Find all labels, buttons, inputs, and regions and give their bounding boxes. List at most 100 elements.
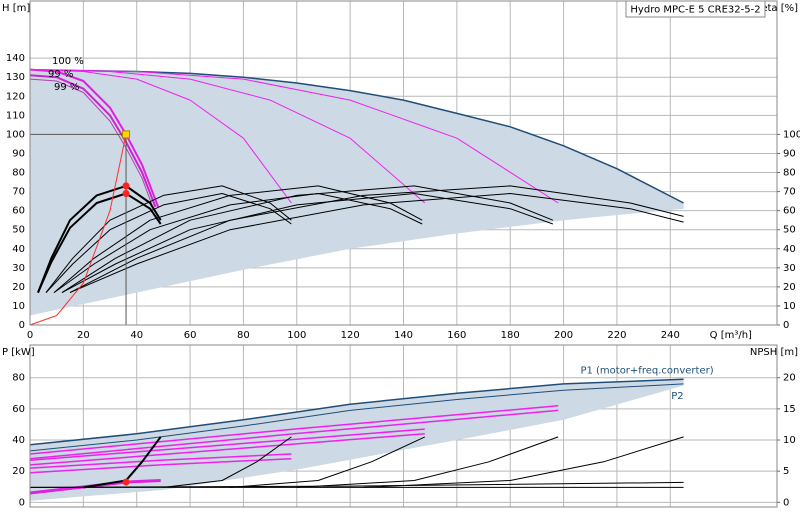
x-tick-label: 0 (27, 330, 33, 341)
annotation: 99 % (54, 82, 79, 93)
y-tick-label: 40 (12, 435, 25, 446)
series-layer (29, 68, 684, 326)
y2-tick-label: 0 (783, 497, 789, 508)
curve (29, 68, 160, 208)
curve (29, 78, 154, 207)
y-tick-label: 10 (12, 301, 25, 312)
curve (29, 428, 425, 462)
y2-axis-label: eta [%] (761, 3, 798, 14)
y-tick-label: 80 (12, 373, 25, 384)
curve (69, 185, 684, 294)
plot-frame (29, 344, 778, 508)
x-tick-label: 240 (661, 330, 680, 341)
curve (163, 436, 292, 488)
x-tick-label: 180 (501, 330, 520, 341)
annotation: 100 % (52, 56, 84, 67)
curve (29, 481, 684, 488)
y-tick-label: 20 (12, 282, 25, 293)
curve (61, 185, 554, 294)
y2-tick-label: 30 (783, 263, 796, 274)
x-tick-label: 40 (130, 330, 143, 341)
y-tick-label: 80 (12, 168, 25, 179)
curve (29, 433, 425, 466)
duty-point (122, 130, 131, 139)
point (122, 478, 130, 486)
y2-tick-label: 20 (783, 282, 796, 293)
y-tick-label: 140 (6, 53, 25, 64)
y-tick-label: 0 (19, 320, 25, 331)
x-tick-label: 220 (607, 330, 626, 341)
curve (83, 436, 162, 489)
y-tick-label: 100 (6, 129, 25, 140)
curve (45, 193, 292, 293)
plot: 0 20 40 60 80 0 5 10 15 20 P1 (motor+freq.converte… (2, 344, 798, 508)
y-tick-label: 60 (12, 404, 25, 415)
curve (296, 436, 559, 488)
y2-axis-label: NPSH [m] (750, 347, 798, 358)
curve (29, 457, 292, 474)
y2-tick-label: 80 (783, 168, 796, 179)
y-tick-label: 20 (12, 466, 25, 477)
curve (37, 192, 162, 293)
curve (29, 134, 127, 326)
y-axis-label: P [kW] (2, 347, 35, 358)
plot: 0 20 40 60 80 100 120 140 160 180 200 220 2400102030… (2, 0, 800, 341)
y2-tick-label: 5 (783, 466, 789, 477)
point (122, 189, 130, 197)
series-layer (29, 378, 684, 501)
curve (29, 74, 157, 208)
curve (53, 193, 423, 294)
curve (29, 378, 684, 446)
y-tick-label: 0 (19, 497, 25, 508)
curve (363, 436, 684, 488)
x-axis-label: Q [m³/h] (710, 330, 752, 341)
series-label: P2 (671, 391, 683, 402)
curve (29, 383, 684, 452)
curve (61, 193, 554, 294)
y-tick-label: 120 (6, 91, 25, 102)
title-box (625, 0, 766, 18)
curve (37, 184, 162, 293)
x-tick-label: 200 (554, 330, 573, 341)
y-tick-label: 40 (12, 244, 25, 255)
y-tick-label: 30 (12, 263, 25, 274)
y2-tick-label: 10 (783, 301, 796, 312)
point (122, 182, 130, 190)
curve (29, 405, 559, 455)
x-tick-label: 80 (237, 330, 250, 341)
x-tick-label: 160 (447, 330, 466, 341)
x-tick-label: 100 (287, 330, 306, 341)
plot-frame (29, 0, 778, 326)
curve (29, 453, 292, 469)
y2-tick-label: 50 (783, 225, 796, 236)
y-tick-label: 70 (12, 187, 25, 198)
x-tick-label: 120 (341, 330, 360, 341)
y2-tick-label: 40 (783, 244, 796, 255)
curve (69, 193, 684, 294)
annotation: 99 % (48, 69, 73, 80)
y2-tick-label: 20 (783, 373, 796, 384)
y-tick-label: 130 (6, 72, 25, 83)
y2-tick-label: 15 (783, 404, 796, 415)
y2-tick-label: 10 (783, 435, 796, 446)
x-tick-label: 140 (394, 330, 413, 341)
y2-tick-label: 100 (783, 129, 800, 140)
y-tick-label: 90 (12, 148, 25, 159)
x-tick-label: 20 (77, 330, 90, 341)
y-axis-label: H [m] (2, 3, 30, 14)
y2-tick-label: 60 (783, 206, 796, 217)
y2-tick-label: 70 (783, 187, 796, 198)
y-tick-label: 50 (12, 225, 25, 236)
curve (230, 436, 426, 488)
y-tick-label: 110 (6, 110, 25, 121)
curve (45, 185, 292, 293)
x-tick-label: 60 (184, 330, 197, 341)
curve (29, 69, 559, 204)
y2-tick-label: 0 (783, 320, 789, 331)
y-tick-label: 60 (12, 206, 25, 217)
curve (29, 69, 292, 204)
series-label: P1 (motor+freq.converter) (580, 365, 713, 376)
y2-tick-label: 90 (783, 148, 796, 159)
